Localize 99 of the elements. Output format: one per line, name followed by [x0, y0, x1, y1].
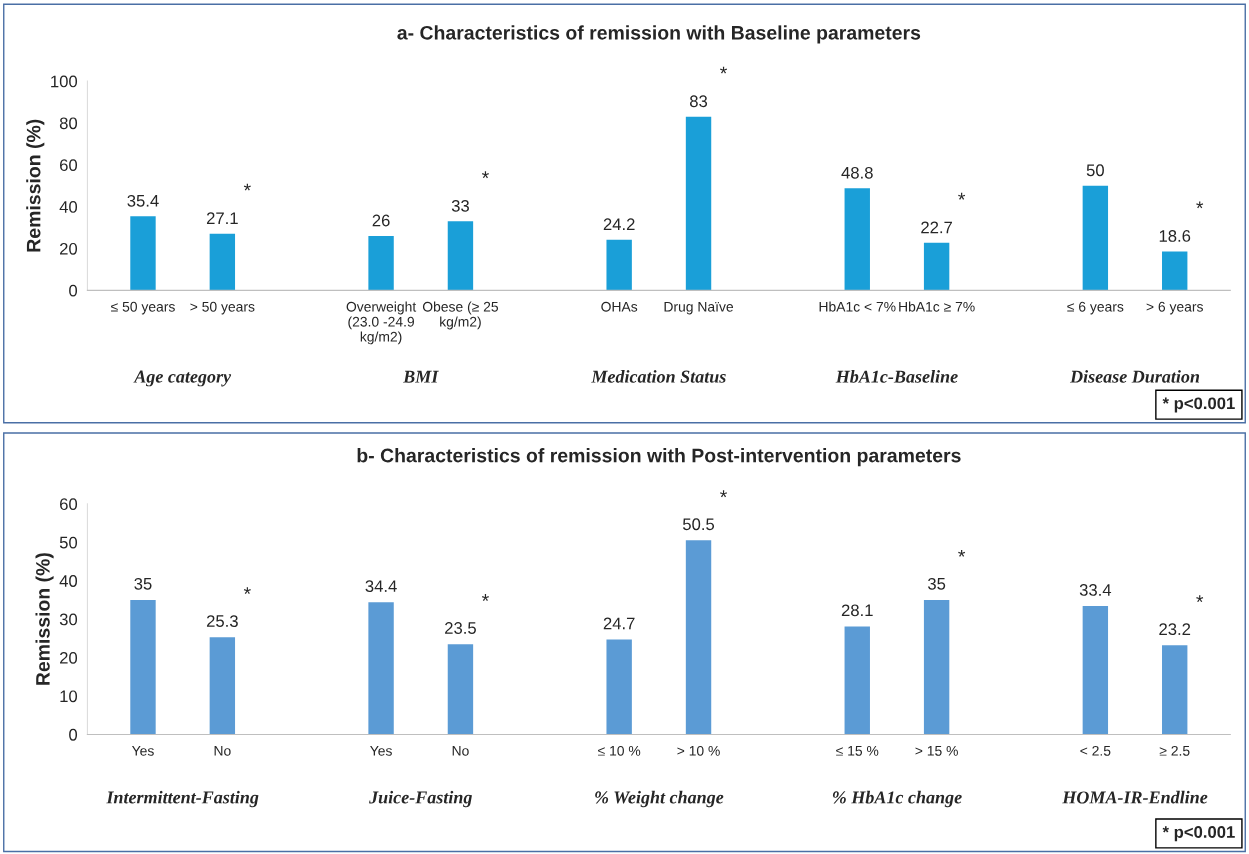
bar: [368, 602, 394, 735]
data-label: 50.5: [682, 518, 715, 531]
bar: [209, 637, 236, 735]
x-tick-label: > 50 years: [190, 301, 255, 315]
y-axis-title: Remission (%): [35, 553, 54, 685]
x-tick-label: Obese (≥ 25 kg/m2): [422, 301, 499, 330]
data-label: 23.5: [445, 622, 476, 634]
bar: [844, 188, 870, 291]
data-label: 33.4: [1079, 584, 1112, 596]
bar: [1162, 645, 1188, 735]
y-tick-label: 0: [69, 284, 78, 297]
bar: [685, 540, 712, 735]
text: HbA1c-Baseline: [835, 370, 958, 383]
data-label: 35.4: [127, 194, 159, 207]
annotation: *: [958, 549, 966, 557]
bar: [130, 599, 156, 735]
bar: [685, 116, 712, 291]
y-tick-label: 10: [60, 690, 78, 703]
chart-title: a- Characteristics of remission with Baseline parameters: [397, 25, 921, 44]
text: Age category: [133, 370, 232, 387]
data-label: 50: [1086, 164, 1104, 177]
y-tick-label: 50: [59, 536, 78, 549]
data-label: 22.7: [921, 221, 952, 234]
bar: [606, 239, 632, 291]
annotation: *: [243, 587, 251, 595]
bar: [1082, 606, 1109, 735]
bar: [1162, 251, 1188, 291]
chart-title: b- Characteristics of remission with Post-intervention parameters: [357, 448, 961, 467]
text: Intermittent-Fasting: [106, 790, 259, 808]
x-tick-label: ≥ 2.5: [1159, 745, 1190, 756]
text: % Weight change: [595, 790, 724, 808]
bar: [844, 626, 870, 735]
data-label: 26: [372, 214, 390, 227]
y-tick-label: 30: [59, 613, 78, 626]
x-tick-label: > 15 %: [915, 745, 958, 756]
annotation: *: [1196, 595, 1204, 603]
y-axis-title: Remission (%): [26, 119, 45, 252]
y-tick-label: 0: [69, 728, 78, 741]
x-tick-label: No: [214, 746, 231, 756]
bar: [1082, 185, 1109, 291]
x-tick-label: OHAs: [601, 301, 638, 312]
x-tick-label: No: [452, 746, 469, 756]
data-label: 35: [134, 577, 152, 590]
annotation: *: [1196, 201, 1204, 209]
text: *: [720, 490, 728, 498]
data-label: 24.7: [603, 617, 635, 630]
data-label: 34.4: [365, 580, 397, 593]
bar: [209, 233, 236, 291]
data-label: 33: [451, 199, 469, 212]
data-label: 23.2: [1159, 623, 1191, 636]
bar: [368, 235, 394, 291]
y-tick-label: 60: [60, 498, 78, 511]
bar: [447, 221, 474, 291]
data-label: 35: [927, 577, 946, 590]
data-label: 18.6: [1159, 230, 1191, 242]
annotation: *: [243, 183, 251, 191]
text: BMI: [403, 370, 439, 383]
x-tick-label: > 10 %: [677, 745, 720, 756]
bar: [447, 644, 474, 735]
y-tick-label: 20: [60, 242, 78, 255]
data-label: 25.3: [206, 615, 238, 627]
text: Disease Duration: [1069, 370, 1200, 383]
x-tick-label: ≤ 15 %: [836, 745, 879, 756]
y-tick-label: 40: [59, 575, 78, 587]
x-tick-label: HbA1c < 7%: [819, 301, 896, 312]
x-tick-label: HbA1c ≥ 7%: [899, 301, 975, 312]
annotation: *: [481, 594, 489, 601]
x-tick-label: > 6 years: [1146, 301, 1203, 315]
text: * p<0.001: [1162, 397, 1235, 413]
x-tick-label: < 2.5: [1080, 745, 1111, 756]
text: % HbA1c change: [832, 790, 962, 808]
data-label: 48.8: [841, 166, 873, 179]
y-tick-label: 100: [51, 75, 78, 88]
x-tick-label: Yes: [370, 746, 392, 756]
data-label: 24.2: [603, 218, 635, 230]
text: * p<0.001: [1162, 826, 1235, 842]
y-tick-label: 20: [60, 651, 78, 664]
x-tick-label: Yes: [131, 746, 154, 756]
bar: [923, 242, 950, 291]
y-tick-label: 40: [59, 201, 78, 213]
text: Medication Status: [591, 370, 726, 383]
text: Juice-Fasting: [369, 790, 472, 808]
text: *: [720, 66, 728, 74]
bar: [923, 599, 950, 735]
y-tick-label: 60: [60, 159, 78, 172]
bar: [606, 639, 632, 735]
x-tick-label: Overweight (23.0 -24.9 kg/m2): [346, 301, 417, 345]
x-tick-label: ≤ 6 years: [1067, 301, 1124, 315]
x-tick-label: ≤ 50 years: [111, 301, 175, 315]
annotation: *: [958, 192, 966, 200]
data-label: 83: [689, 95, 708, 108]
annotation: *: [481, 171, 489, 179]
data-label: 28.1: [841, 604, 873, 617]
text: HOMA-IR-Endline: [1062, 790, 1208, 804]
bar: [130, 216, 156, 291]
y-tick-label: 80: [59, 117, 78, 130]
data-label: 27.1: [206, 212, 238, 224]
x-tick-label: ≤ 10 %: [598, 745, 641, 756]
x-tick-label: Drug Naïve: [664, 301, 734, 315]
